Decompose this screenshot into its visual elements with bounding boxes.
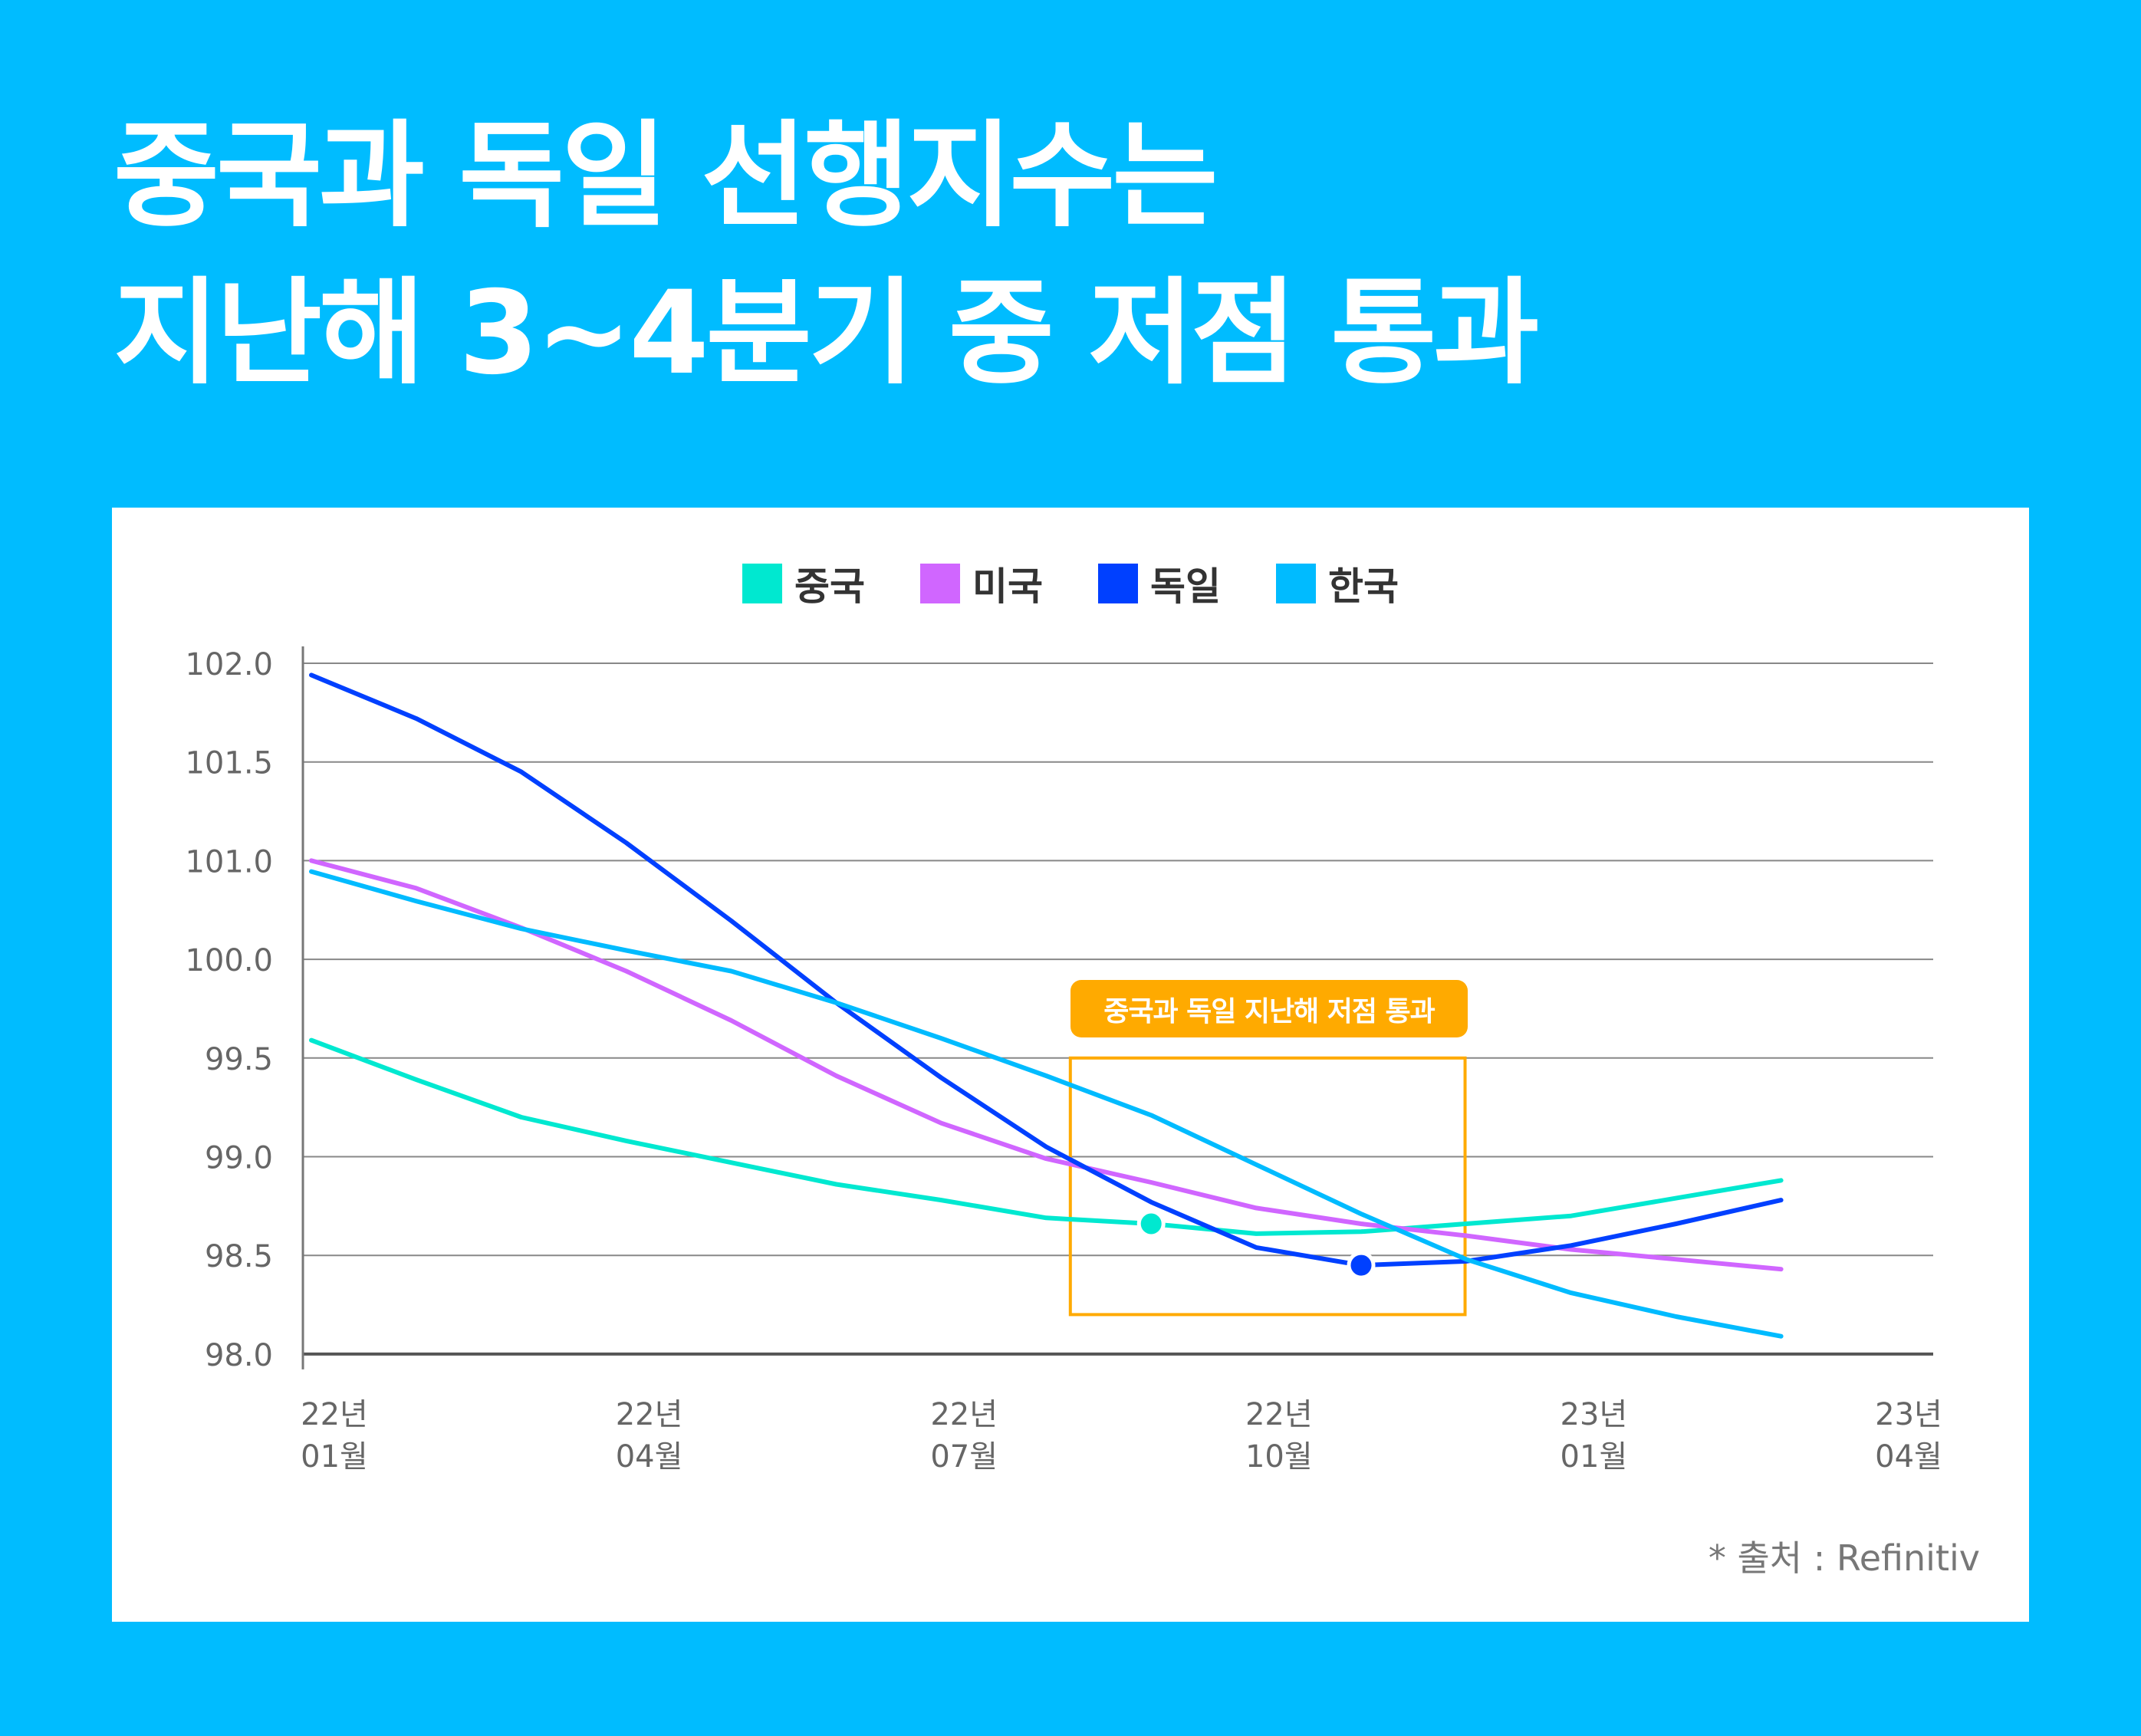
legend-item-germany: 독일 xyxy=(1098,556,1221,611)
x-tick-label: 22년 xyxy=(1245,1397,1313,1432)
series-line-0 xyxy=(309,1037,1784,1236)
source-note: * 출처 : Refinitiv xyxy=(1708,1537,1980,1579)
x-tick-label: 10월 xyxy=(1245,1439,1313,1475)
x-tick-label: 22년 xyxy=(930,1397,998,1432)
highlight-box xyxy=(1068,1056,1467,1317)
legend-label: 한국 xyxy=(1328,564,1399,609)
x-tick-label: 07월 xyxy=(930,1439,998,1475)
y-tick-label: 98.5 xyxy=(205,1239,273,1274)
series-line-2 xyxy=(309,672,1784,1268)
x-tick-label: 22년 xyxy=(301,1397,368,1432)
legend-swatch xyxy=(920,564,960,603)
y-tick-label: 102.0 xyxy=(185,647,273,682)
legend-swatch xyxy=(1098,564,1138,603)
x-tick-label: 01월 xyxy=(301,1439,368,1475)
x-tick-label: 04월 xyxy=(616,1439,683,1475)
series-line-3 xyxy=(309,869,1784,1339)
low-point-marker xyxy=(1347,1251,1376,1280)
legend: 중국 미국 독일 한국 xyxy=(0,556,2141,611)
x-tick-label: 23년 xyxy=(1561,1397,1628,1432)
x-tick-label: 23년 xyxy=(1875,1397,1942,1432)
y-tick-label: 99.0 xyxy=(205,1141,273,1176)
legend-item-us: 미국 xyxy=(920,556,1043,611)
legend-label: 미국 xyxy=(972,564,1043,609)
title-line-2: 지난해 3~4분기 중 저점 통과 xyxy=(113,267,1539,400)
y-tick-label: 100.0 xyxy=(185,943,273,978)
legend-label: 중국 xyxy=(794,564,865,609)
page-title: 중국과 독일 선행지수는 지난해 3~4분기 중 저점 통과 xyxy=(113,98,1539,413)
legend-label: 독일 xyxy=(1150,564,1221,609)
legend-swatch xyxy=(742,564,782,603)
title-line-1: 중국과 독일 선행지수는 xyxy=(113,110,1218,243)
legend-swatch xyxy=(1276,564,1316,603)
legend-item-korea: 한국 xyxy=(1276,556,1399,611)
x-tick-label: 04월 xyxy=(1875,1439,1942,1475)
y-tick-label: 101.5 xyxy=(185,746,273,781)
y-tick-label: 98.0 xyxy=(205,1338,273,1373)
low-point-marker xyxy=(1136,1209,1166,1238)
annotation-label: 중국과 독일 지난해 저점 통과 xyxy=(1070,980,1468,1037)
x-tick-label: 22년 xyxy=(616,1397,683,1432)
y-tick-label: 99.5 xyxy=(205,1042,273,1077)
y-tick-label: 101.0 xyxy=(185,844,273,880)
x-tick-label: 01월 xyxy=(1561,1439,1628,1475)
legend-item-china: 중국 xyxy=(742,556,865,611)
series-line-1 xyxy=(309,858,1784,1272)
